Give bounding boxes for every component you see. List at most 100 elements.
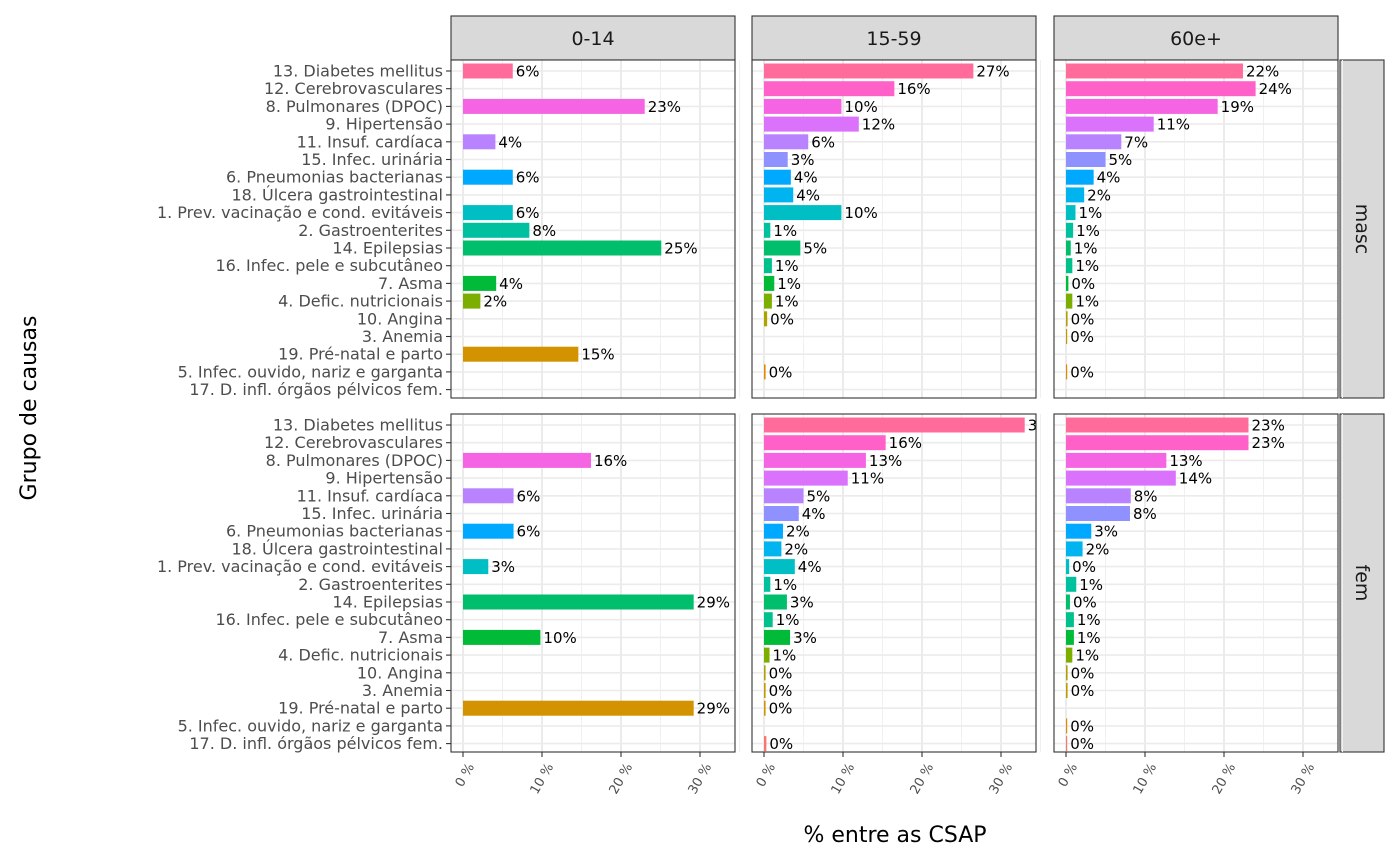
category-label: 6. Pneumonias bacterianas	[226, 522, 443, 541]
bar	[764, 293, 772, 309]
data-label: 4%	[1097, 169, 1121, 187]
panel-background	[451, 414, 735, 752]
panel-background	[752, 414, 1036, 752]
data-label: 3%	[1094, 523, 1118, 541]
panel-background	[1054, 414, 1338, 752]
data-label: 5%	[807, 487, 831, 505]
category-label: 15. Infec. urinária	[301, 504, 443, 523]
data-label: 11%	[851, 470, 884, 488]
bar	[1066, 736, 1068, 752]
data-label: 3%	[793, 629, 817, 647]
bar	[764, 647, 770, 663]
bars: 23%23%13%14%8%8%3%2%0%1%0%1%1%1%0%0%0%0%	[1066, 417, 1285, 752]
bar	[764, 523, 783, 539]
panel-border	[751, 413, 1037, 753]
data-label: 4%	[796, 186, 820, 204]
category-label: 7. Asma	[378, 628, 443, 647]
bar	[1066, 718, 1068, 734]
data-label: 5%	[1109, 151, 1133, 169]
category-label: 9. Hipertensão	[325, 115, 443, 134]
data-label: 1%	[1074, 240, 1098, 258]
data-label: 1%	[777, 275, 801, 293]
bar	[764, 452, 866, 468]
x-tick-label: 10 %	[829, 761, 859, 797]
bar	[764, 594, 787, 610]
category-label: 13. Diabetes mellitus	[273, 416, 443, 435]
category-label: 19. Pré-natal e parto	[278, 345, 443, 364]
bar	[1066, 187, 1085, 203]
bars: 6%23%4%6%6%8%25%4%2%15%	[463, 63, 698, 364]
x-tick-label: 0 %	[754, 761, 779, 790]
data-label: 1%	[1077, 629, 1101, 647]
data-label: 1%	[776, 611, 800, 629]
bar	[1066, 629, 1074, 645]
data-label: 14%	[1179, 470, 1212, 488]
bar	[463, 169, 513, 185]
data-label: 10%	[844, 98, 877, 116]
bar	[1066, 470, 1176, 486]
data-label: 6%	[516, 204, 540, 222]
bar	[463, 205, 513, 221]
bar	[463, 222, 530, 238]
category-label: 4. Defic. nutricionais	[278, 292, 443, 311]
bar	[764, 116, 859, 132]
facet-strip-label: 60e+	[1170, 28, 1222, 50]
category-label: 5. Infec. ouvido, nariz e garganta	[178, 362, 443, 381]
bar	[1066, 452, 1167, 468]
category-label: 14. Epilepsias	[332, 593, 443, 612]
data-label: 1%	[1076, 222, 1100, 240]
bar	[1066, 683, 1068, 698]
category-label: 18. Úlcera gastrointestinal	[231, 539, 443, 558]
data-label: 1%	[773, 222, 797, 240]
category-label: 12. Cerebrovasculares	[264, 79, 443, 98]
data-label: 7%	[1124, 133, 1148, 151]
category-label: 5. Infec. ouvido, nariz e garganta	[178, 716, 443, 735]
data-label: 13%	[869, 452, 902, 470]
category-label: 15. Infec. urinária	[301, 150, 443, 169]
x-tick-label: 30 %	[686, 761, 716, 797]
category-label: 7. Asma	[378, 274, 443, 293]
bar	[764, 275, 775, 291]
bar	[463, 293, 481, 309]
bar	[764, 152, 788, 167]
data-label: 1%	[1075, 257, 1099, 275]
facet-strip-label: masc	[1351, 204, 1373, 255]
bars: 16%6%6%3%29%10%29%	[463, 452, 730, 718]
category-label: 16. Infec. pele e subcutâneo	[215, 256, 443, 275]
data-label: 23%	[1251, 434, 1284, 452]
panel-border	[751, 59, 1037, 399]
bar	[764, 169, 791, 185]
bar	[1066, 134, 1122, 150]
bar	[764, 700, 766, 716]
category-label: 2. Gastroenterites	[298, 575, 443, 594]
bar	[764, 665, 766, 681]
data-label: 0%	[1071, 310, 1095, 328]
data-label: 6%	[517, 523, 541, 541]
data-label: 5%	[803, 240, 827, 258]
data-label: 0%	[770, 310, 794, 328]
bar	[764, 612, 773, 628]
bar	[1066, 488, 1131, 504]
category-label: 14. Epilepsias	[332, 239, 443, 258]
data-label: 6%	[517, 487, 541, 505]
bars: 22%24%19%11%7%5%4%2%1%1%1%1%0%1%0%0%0%	[1066, 63, 1292, 381]
bar	[764, 417, 1025, 433]
data-label: 6%	[516, 169, 540, 187]
bar	[1066, 435, 1249, 451]
bar	[764, 488, 804, 504]
bar	[1066, 222, 1074, 238]
data-label: 0%	[1071, 682, 1095, 700]
category-label: 1. Prev. vacinação e cond. evitáveis	[157, 203, 443, 222]
data-label: 23%	[1251, 417, 1284, 435]
bar	[1066, 523, 1092, 539]
bar	[764, 506, 799, 521]
category-label: 13. Diabetes mellitus	[273, 62, 443, 81]
bar	[463, 63, 513, 79]
y-axis-title: Grupo de causas	[17, 316, 42, 501]
bar	[1066, 205, 1076, 221]
data-label: 2%	[784, 540, 808, 558]
bar	[1066, 541, 1083, 557]
data-label: 16%	[889, 434, 922, 452]
data-label: 13%	[1169, 452, 1202, 470]
